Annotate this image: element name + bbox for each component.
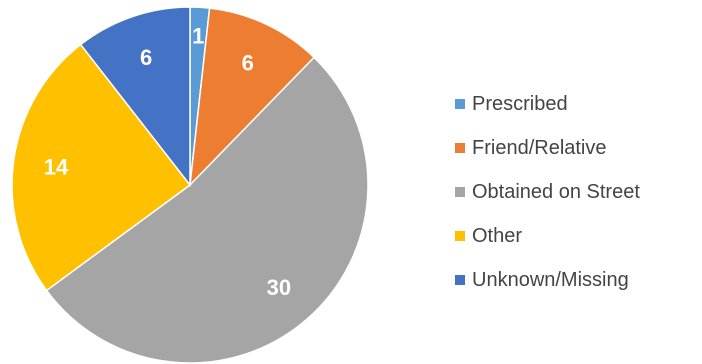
legend-label-obtained-on-street: Obtained on Street xyxy=(472,180,640,203)
pie-slice-other xyxy=(11,43,192,292)
data-label-unknown-missing: 6 xyxy=(140,45,152,70)
data-label-friend-relative: 6 xyxy=(242,51,254,76)
pie-slice-obtained-on-street xyxy=(45,56,369,364)
legend-label-other: Other xyxy=(472,224,523,247)
legend-swatch-obtained-on-street xyxy=(455,187,465,197)
pie-slice-friend-relative xyxy=(189,7,316,188)
data-label-other: 14 xyxy=(44,154,69,179)
legend-item-obtained-on-street: Obtained on Street xyxy=(455,170,640,214)
legend-swatch-friend-relative xyxy=(455,143,465,153)
legend-label-friend-relative: Friend/Relative xyxy=(472,136,607,159)
legend-label-prescribed: Prescribed xyxy=(472,92,568,115)
legend-item-prescribed: Prescribed xyxy=(455,82,640,126)
legend-swatch-unknown-missing xyxy=(455,275,465,285)
pie-slice-unknown-missing xyxy=(79,6,191,188)
data-label-obtained-on-street: 30 xyxy=(267,275,291,300)
legend-item-friend-relative: Friend/Relative xyxy=(455,126,640,170)
legend-item-unknown-missing: Unknown/Missing xyxy=(455,258,640,302)
legend-swatch-prescribed xyxy=(455,99,465,109)
legend-swatch-other xyxy=(455,231,465,241)
legend-item-other: Other xyxy=(455,214,640,258)
legend: Prescribed Friend/Relative Obtained on S… xyxy=(455,82,640,302)
legend-label-unknown-missing: Unknown/Missing xyxy=(472,268,629,291)
data-label-prescribed: 1 xyxy=(192,24,204,49)
